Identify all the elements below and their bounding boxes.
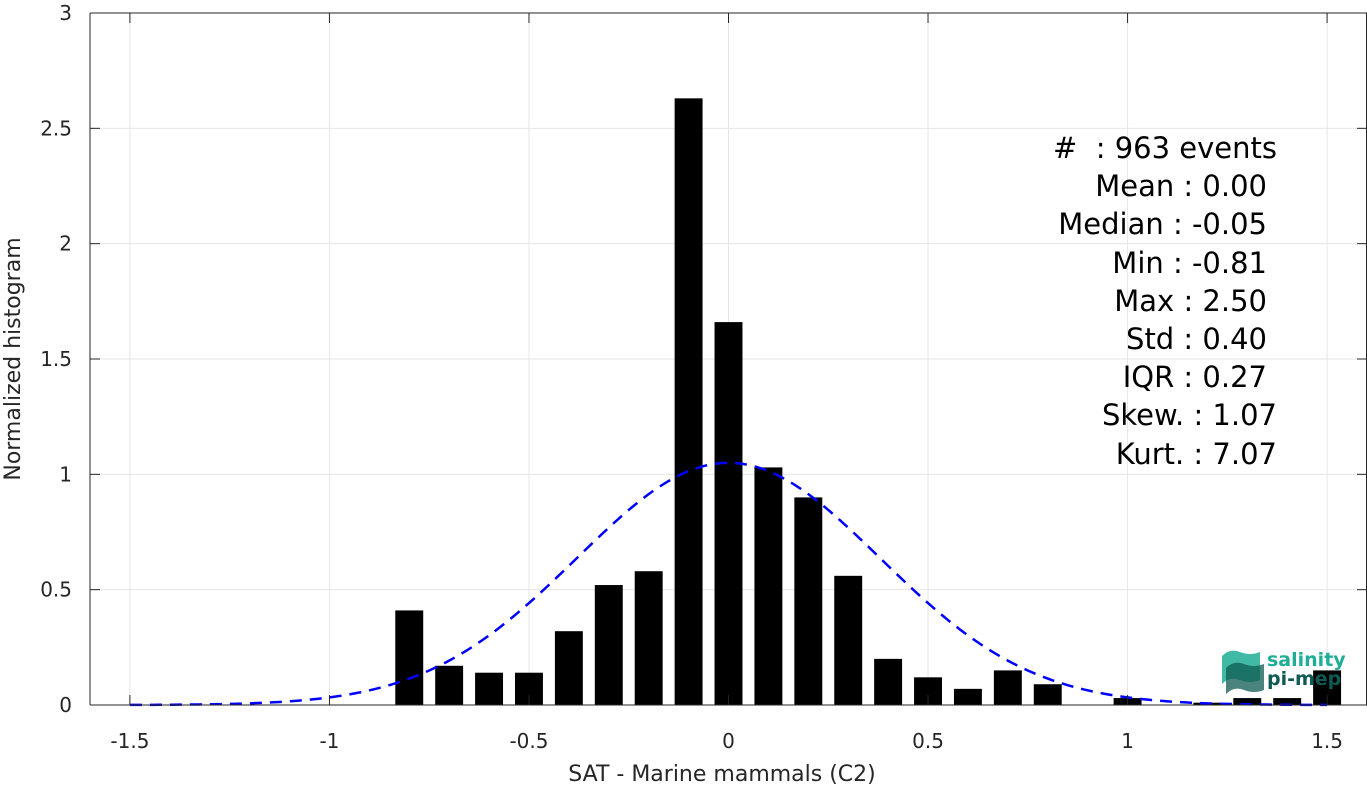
x-tick-label: -1.5 xyxy=(110,729,149,753)
stat-kurt: Kurt. : 7.07 xyxy=(1116,437,1277,471)
histogram-bar xyxy=(953,688,982,705)
histogram-bar xyxy=(714,322,743,705)
y-tick-label: 3 xyxy=(59,1,72,25)
y-axis-label: Normalized histogram xyxy=(1,237,26,480)
stat-skew: Skew. : 1.07 xyxy=(1102,398,1277,432)
histogram-bar xyxy=(754,467,783,705)
histogram-bars xyxy=(395,98,1342,705)
histogram-bar xyxy=(1233,698,1262,705)
y-tick-label: 0 xyxy=(59,693,72,717)
histogram-bar xyxy=(674,98,703,705)
stat-mean: Mean : 0.00 xyxy=(1095,169,1267,203)
stat-max: Max : 2.50 xyxy=(1114,284,1267,318)
stat-min: Min : -0.81 xyxy=(1112,246,1267,280)
histogram-bar xyxy=(1273,698,1302,705)
x-axis-label: SAT - Marine mammals (C2) xyxy=(568,762,876,785)
stat-iqr: IQR : 0.27 xyxy=(1123,360,1267,394)
x-tick-label: 1.5 xyxy=(1311,729,1343,753)
histogram-bar xyxy=(395,610,424,705)
stat-median: Median : -0.05 xyxy=(1058,207,1267,241)
stats-annotation: # : 963 events Mean : 0.00 Median : -0.0… xyxy=(1053,131,1277,471)
y-tick-label: 2 xyxy=(59,232,72,256)
stat-count: # : 963 events xyxy=(1053,131,1277,165)
y-tick-label: 1.5 xyxy=(40,347,72,371)
histogram-bar xyxy=(834,575,863,705)
histogram-bar xyxy=(993,670,1022,705)
logo-line1: salinity xyxy=(1267,649,1346,671)
x-tick-label: 0.5 xyxy=(912,729,944,753)
x-tick-label: -0.5 xyxy=(509,729,548,753)
histogram-bar xyxy=(554,631,583,705)
histogram-bar xyxy=(634,571,663,705)
y-tick-labels: 0 0.5 1 1.5 2 2.5 3 xyxy=(40,1,72,717)
histogram-bar xyxy=(1033,684,1062,705)
histogram-bar xyxy=(435,665,464,705)
histogram-bar xyxy=(594,585,623,705)
histogram-bar xyxy=(874,658,903,705)
y-tick-label: 2.5 xyxy=(40,116,72,140)
x-tick-label: 1 xyxy=(1121,729,1134,753)
stat-std: Std : 0.40 xyxy=(1126,322,1267,356)
histogram-bar xyxy=(794,497,823,705)
x-tick-labels: -1.5 -1 -0.5 0 0.5 1 1.5 xyxy=(110,729,1343,753)
histogram-bar xyxy=(475,672,504,705)
y-tick-label: 0.5 xyxy=(40,578,72,602)
x-tick-label: 0 xyxy=(722,729,735,753)
salinity-pi-mep-logo: salinity pi-mep xyxy=(1222,649,1346,694)
logo-line2: pi-mep xyxy=(1267,668,1341,690)
logo-wave-icon xyxy=(1222,650,1264,694)
x-tick-label: -1 xyxy=(319,729,339,753)
y-tick-label: 1 xyxy=(59,462,72,486)
